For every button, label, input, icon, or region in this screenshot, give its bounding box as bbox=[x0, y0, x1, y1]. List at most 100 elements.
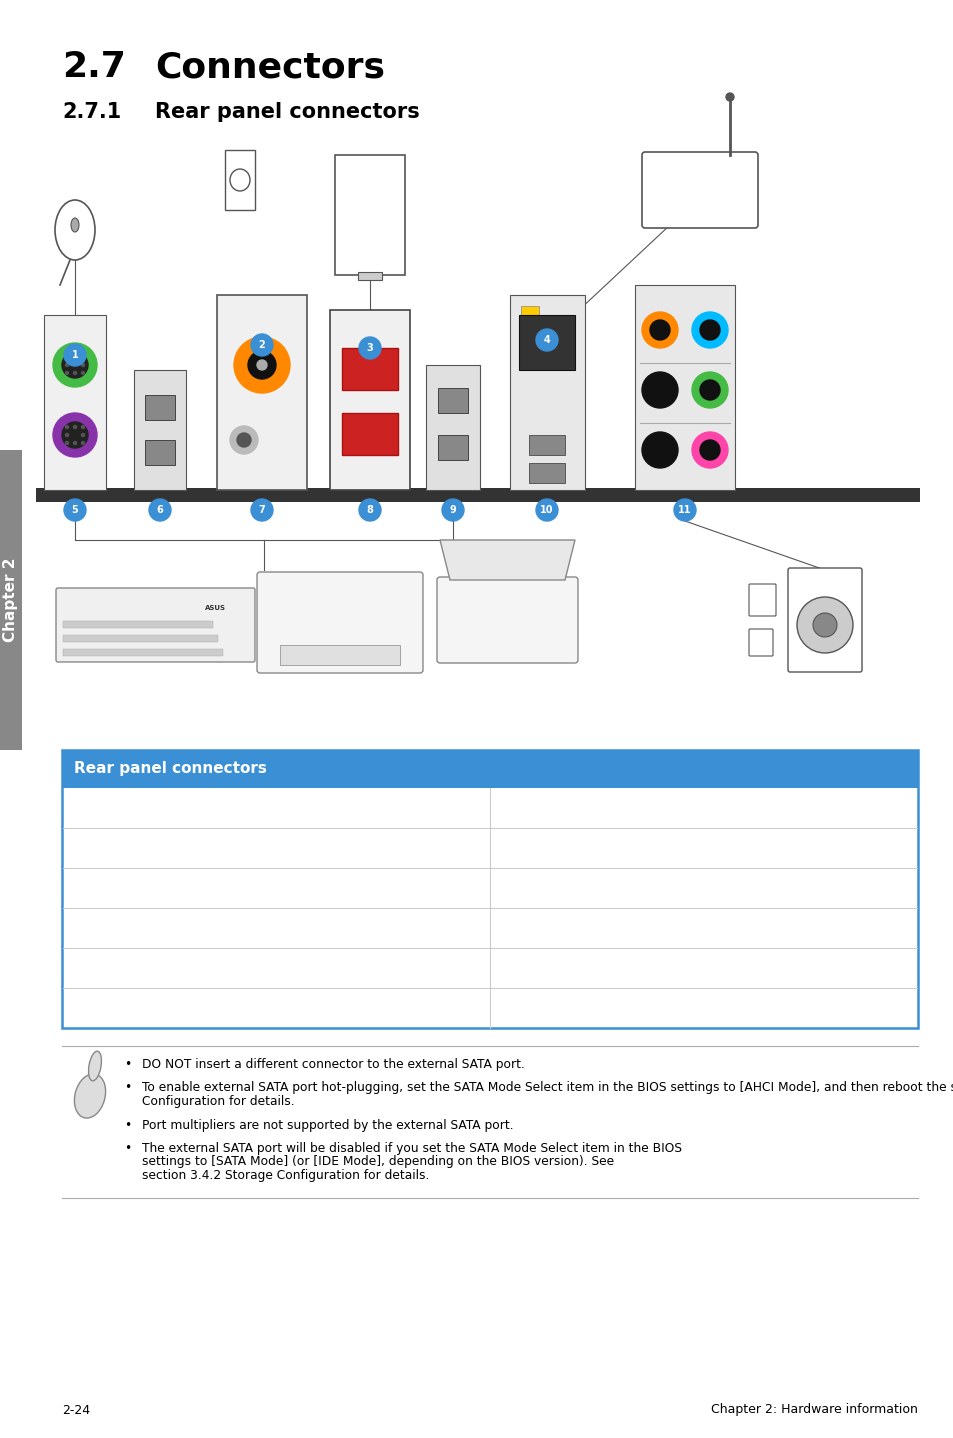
Text: Rear panel connectors: Rear panel connectors bbox=[74, 762, 267, 777]
FancyBboxPatch shape bbox=[357, 272, 381, 280]
Circle shape bbox=[641, 431, 678, 467]
Text: 11: 11 bbox=[678, 505, 691, 515]
Text: Audio I/O ports: Audio I/O ports bbox=[555, 961, 658, 975]
Circle shape bbox=[62, 421, 88, 449]
Circle shape bbox=[81, 355, 85, 358]
Ellipse shape bbox=[55, 200, 95, 260]
FancyBboxPatch shape bbox=[330, 311, 410, 490]
FancyBboxPatch shape bbox=[341, 348, 397, 390]
Text: 2-24: 2-24 bbox=[62, 1403, 90, 1416]
Text: 2: 2 bbox=[258, 339, 265, 349]
Text: 2.: 2. bbox=[80, 841, 93, 856]
Ellipse shape bbox=[74, 1074, 106, 1119]
FancyBboxPatch shape bbox=[748, 628, 772, 656]
Text: 7.: 7. bbox=[507, 801, 520, 815]
FancyBboxPatch shape bbox=[145, 440, 174, 464]
FancyBboxPatch shape bbox=[216, 295, 307, 490]
Text: Coaxial S/PDIF out port: Coaxial S/PDIF out port bbox=[127, 841, 287, 856]
Circle shape bbox=[66, 426, 69, 429]
Circle shape bbox=[73, 355, 76, 358]
Text: To enable external SATA port hot-plugging, set the SATA Mode Select item in the : To enable external SATA port hot-pluggin… bbox=[142, 1081, 953, 1094]
FancyBboxPatch shape bbox=[341, 413, 397, 454]
Text: LAN (RJ-45) port: LAN (RJ-45) port bbox=[127, 920, 238, 935]
Text: External SATA port: External SATA port bbox=[555, 841, 683, 856]
Circle shape bbox=[641, 312, 678, 348]
FancyBboxPatch shape bbox=[748, 584, 775, 615]
Circle shape bbox=[358, 499, 380, 521]
Circle shape bbox=[256, 360, 267, 370]
FancyBboxPatch shape bbox=[437, 388, 468, 413]
FancyBboxPatch shape bbox=[437, 436, 468, 460]
FancyBboxPatch shape bbox=[44, 315, 106, 490]
Text: Chapter 2: Hardware information: Chapter 2: Hardware information bbox=[710, 1403, 917, 1416]
FancyBboxPatch shape bbox=[635, 285, 734, 490]
Circle shape bbox=[251, 499, 273, 521]
Circle shape bbox=[536, 329, 558, 351]
Text: •: • bbox=[124, 1142, 132, 1155]
Text: •: • bbox=[124, 1119, 132, 1132]
Text: USB 2.0 ports 5 and 6: USB 2.0 ports 5 and 6 bbox=[555, 881, 706, 894]
Circle shape bbox=[64, 344, 86, 367]
Ellipse shape bbox=[71, 219, 79, 232]
FancyBboxPatch shape bbox=[225, 150, 254, 210]
FancyBboxPatch shape bbox=[36, 487, 919, 502]
Text: settings to [SATA Mode] (or [IDE Mode], depending on the BIOS version). See: settings to [SATA Mode] (or [IDE Mode], … bbox=[142, 1156, 614, 1169]
FancyBboxPatch shape bbox=[335, 155, 405, 275]
Text: 4: 4 bbox=[543, 335, 550, 345]
Circle shape bbox=[691, 431, 727, 467]
Circle shape bbox=[236, 433, 251, 447]
Circle shape bbox=[649, 380, 669, 400]
Text: ASUS: ASUS bbox=[204, 605, 225, 611]
Text: IEEE 1394a port: IEEE 1394a port bbox=[127, 881, 238, 894]
Circle shape bbox=[536, 499, 558, 521]
Circle shape bbox=[700, 380, 720, 400]
Text: 7: 7 bbox=[258, 505, 265, 515]
FancyBboxPatch shape bbox=[426, 365, 479, 490]
Text: PS/2 keyboard port (purple): PS/2 keyboard port (purple) bbox=[127, 961, 319, 975]
Circle shape bbox=[66, 364, 69, 367]
FancyBboxPatch shape bbox=[62, 751, 917, 1028]
Text: 5: 5 bbox=[71, 505, 78, 515]
Text: Configuration for details.: Configuration for details. bbox=[142, 1094, 294, 1109]
FancyBboxPatch shape bbox=[63, 649, 223, 656]
Text: 1: 1 bbox=[71, 349, 78, 360]
Circle shape bbox=[673, 499, 696, 521]
Polygon shape bbox=[439, 541, 575, 580]
Circle shape bbox=[700, 321, 720, 339]
Circle shape bbox=[358, 336, 380, 360]
FancyBboxPatch shape bbox=[0, 450, 22, 751]
Circle shape bbox=[53, 344, 97, 387]
FancyBboxPatch shape bbox=[520, 306, 538, 321]
Circle shape bbox=[73, 371, 76, 374]
Circle shape bbox=[251, 334, 273, 357]
Text: The external SATA port will be disabled if you set the SATA Mode Select item in : The external SATA port will be disabled … bbox=[142, 1142, 681, 1155]
Text: section 3.4.2 Storage Configuration for details.: section 3.4.2 Storage Configuration for … bbox=[142, 1169, 429, 1182]
FancyBboxPatch shape bbox=[641, 152, 758, 229]
Circle shape bbox=[81, 426, 85, 429]
Text: Chapter 2: Chapter 2 bbox=[4, 558, 18, 643]
Text: •: • bbox=[124, 1058, 132, 1071]
Circle shape bbox=[641, 372, 678, 408]
Text: Connectors: Connectors bbox=[154, 50, 385, 83]
Circle shape bbox=[149, 499, 171, 521]
Circle shape bbox=[230, 426, 257, 454]
FancyBboxPatch shape bbox=[518, 315, 575, 370]
FancyBboxPatch shape bbox=[529, 436, 564, 454]
Circle shape bbox=[233, 336, 290, 393]
Text: DO NOT insert a different connector to the external SATA port.: DO NOT insert a different connector to t… bbox=[142, 1058, 524, 1071]
Circle shape bbox=[81, 364, 85, 367]
FancyBboxPatch shape bbox=[145, 395, 174, 420]
Text: PS/2 mouse port (green): PS/2 mouse port (green) bbox=[127, 801, 296, 815]
FancyBboxPatch shape bbox=[133, 370, 186, 490]
FancyBboxPatch shape bbox=[787, 568, 862, 672]
Text: 5.: 5. bbox=[80, 961, 93, 975]
Circle shape bbox=[73, 426, 76, 429]
Text: 3: 3 bbox=[366, 344, 373, 352]
Circle shape bbox=[725, 93, 733, 101]
Text: 9.: 9. bbox=[507, 881, 520, 894]
Circle shape bbox=[649, 440, 669, 460]
Circle shape bbox=[73, 441, 76, 444]
FancyBboxPatch shape bbox=[63, 636, 218, 641]
Text: 8: 8 bbox=[366, 505, 373, 515]
Text: 4.: 4. bbox=[80, 920, 93, 935]
